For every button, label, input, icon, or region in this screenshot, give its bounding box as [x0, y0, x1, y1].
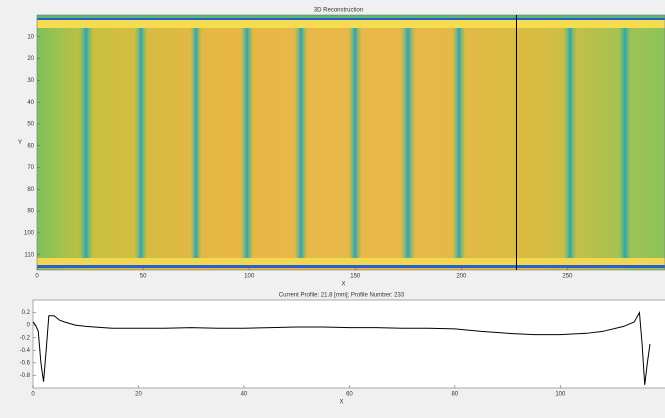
y-tick-label: 10: [27, 34, 34, 40]
chart-title: 3D Reconstruction: [314, 8, 363, 14]
x-tick-label: 40: [241, 392, 248, 398]
y-tick-label: 90: [27, 209, 34, 215]
y-tick-label: 0: [27, 323, 31, 329]
x-axis-label: X: [341, 282, 345, 288]
y-tick-label: 110: [24, 252, 34, 258]
y-axis-label: Y: [18, 140, 22, 146]
x-tick-label: 150: [350, 274, 361, 280]
profile-line: [32, 310, 651, 385]
y-tick-label: 50: [27, 122, 34, 128]
axes-box: [36, 14, 665, 271]
y-tick-label: -0.4: [20, 348, 31, 354]
y-tick-label: -0.2: [20, 335, 31, 341]
heatmap-image: [37, 15, 665, 270]
x-tick-label: 250: [562, 274, 573, 280]
y-tick-label: 60: [27, 143, 34, 149]
y-tick-label: 40: [27, 100, 34, 106]
y-tick-label: 0.2: [22, 310, 31, 316]
y-tick-label: -0.8: [20, 373, 31, 379]
x-tick-label: 20: [135, 392, 142, 398]
x-tick-label: 0: [35, 274, 39, 280]
x-axis-label: X: [339, 400, 343, 406]
x-tick-label: 50: [140, 274, 147, 280]
y-tick-label: -0.6: [20, 360, 31, 366]
x-tick-label: 0: [31, 392, 35, 398]
x-tick-label: 100: [555, 392, 566, 398]
x-tick-label: 200: [456, 274, 467, 280]
y-tick-label: 80: [27, 187, 34, 193]
y-tick-label: 70: [27, 165, 34, 171]
y-tick-label: 20: [27, 56, 34, 62]
x-tick-label: 80: [452, 392, 459, 398]
x-tick-label: 100: [244, 274, 255, 280]
y-tick-label: 100: [24, 231, 35, 237]
y-tick-label: 30: [27, 78, 34, 84]
chart-title: Current Profile: 21.8 [mm]; Profile Numb…: [279, 293, 405, 299]
axes-box: [32, 299, 665, 389]
x-tick-label: 60: [346, 392, 353, 398]
